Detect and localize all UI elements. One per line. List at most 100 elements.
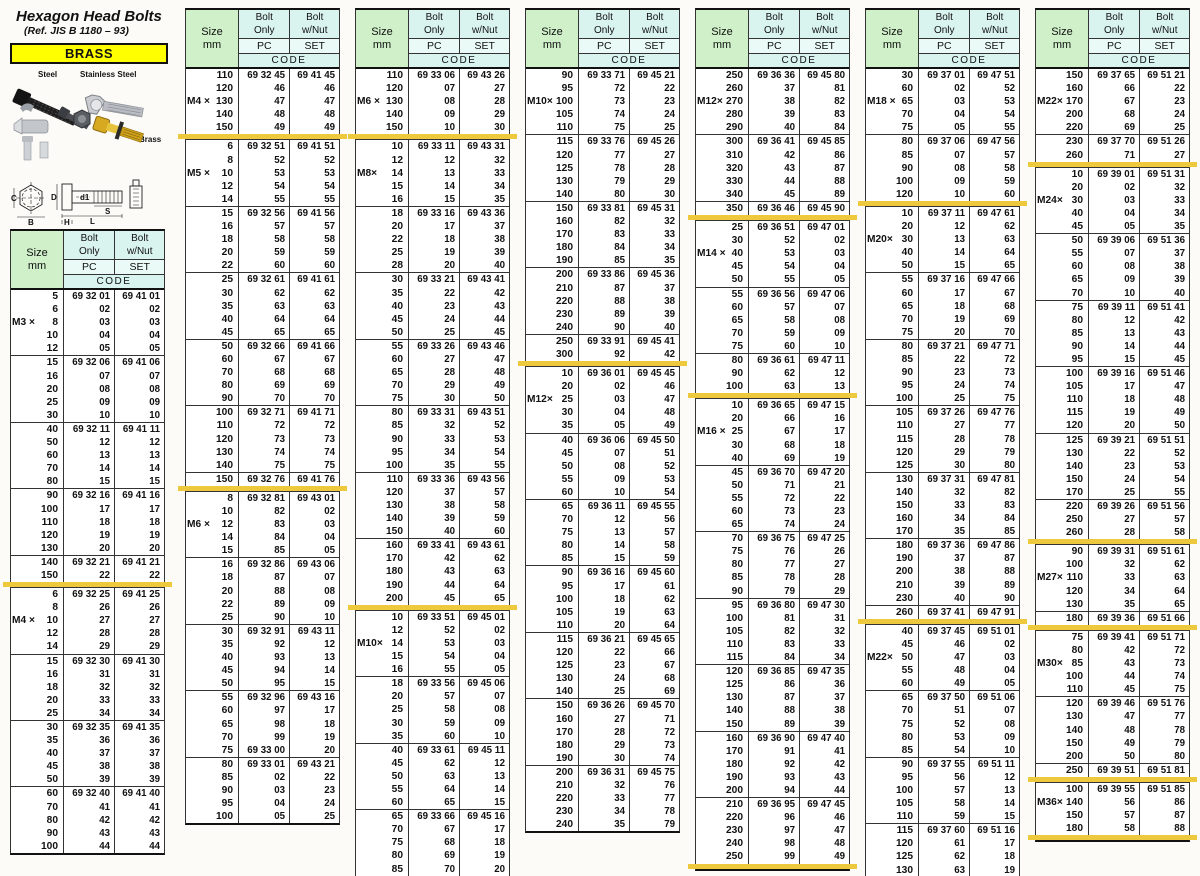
- size-block: 5 69 32 01 69 41 01 6 02 02 M3 × 8 03 03 10 04 04 12 0…: [11, 290, 164, 356]
- table-row: 65 28 48: [356, 366, 509, 380]
- table-row: 180 69 37 36 69 47 86: [866, 539, 1019, 553]
- pc-set-row: PC SET: [919, 38, 1019, 53]
- size-header-label: Size: [711, 25, 733, 38]
- table-row: 15 14 34: [356, 179, 509, 193]
- dim-label-d: D: [51, 193, 57, 202]
- pc-code-cell: 30: [918, 458, 969, 472]
- pc-code-cell: 89: [748, 717, 799, 731]
- set-code-cell: 77: [1139, 710, 1189, 724]
- pc-code-cell: 53: [918, 730, 969, 744]
- page-title: Hexagon Head Bolts: [16, 8, 162, 25]
- size-cell: 100: [726, 381, 743, 393]
- set-code-cell: 69 43 11: [289, 624, 339, 638]
- set-code-cell: 28: [629, 161, 679, 175]
- table-row: 110 20 64: [526, 618, 679, 632]
- table-row: 110 69 32 45 69 41 45: [186, 69, 339, 83]
- set-code-cell: 35: [459, 192, 509, 206]
- table-row: 110 18 18: [11, 515, 164, 529]
- code-columns-header: Bolt Only Bolt w/Nut PC SET CODE: [918, 10, 1019, 67]
- table-row: M20× 30 13 63: [866, 233, 1019, 247]
- set-code-cell: 84: [969, 512, 1019, 526]
- pc-code-cell: 38: [918, 565, 969, 579]
- size-cell: 40: [901, 247, 913, 259]
- table-row: 95 56 12: [866, 770, 1019, 784]
- pc-code-cell: 69 33 31: [408, 406, 459, 420]
- set-code-cell: 69 45 60: [629, 566, 679, 580]
- pc-code-cell: 28: [408, 366, 459, 380]
- size-cell: 100: [41, 503, 58, 515]
- set-code-cell: 69 41 51: [289, 140, 339, 154]
- pc-code-cell: 69 33 76: [578, 135, 629, 149]
- set-code-cell: 49: [289, 121, 339, 135]
- size-block: 25 69 32 61 69 41 61 30 62 62 35 63 63 40 64 64 45 65…: [186, 272, 339, 339]
- pc-code-cell: 46: [918, 637, 969, 652]
- set-code-cell: 69 51 21: [1139, 69, 1189, 83]
- size-cell: 10: [391, 611, 403, 623]
- table-row: 170 28 72: [526, 725, 679, 739]
- set-code-cell: 15: [969, 810, 1019, 824]
- set-code-cell: 69 41 16: [114, 489, 164, 503]
- size-cell: 180: [556, 242, 573, 254]
- table-row: 290 40 84: [696, 121, 849, 135]
- table-row: 40 69 36 06 69 45 50: [526, 433, 679, 447]
- pc-code-cell: 24: [578, 672, 629, 686]
- pc-code-cell: 69 36 06: [578, 433, 629, 447]
- set-code-cell: 13: [969, 783, 1019, 798]
- table-row: 95 24 74: [866, 379, 1019, 393]
- table-row: 150 22 22: [11, 568, 164, 583]
- size-cell: 110: [386, 70, 403, 81]
- pc-code-cell: 59: [748, 326, 799, 340]
- pc-code-cell: 07: [1088, 247, 1139, 261]
- pc-code-cell: 49: [238, 121, 289, 135]
- table-row: 65 69 36 11 69 45 55: [526, 500, 679, 514]
- set-code-cell: 79: [629, 818, 679, 832]
- set-code-cell: 62: [629, 592, 679, 606]
- size-cell: 50: [221, 340, 233, 352]
- table-row: 160 66 22: [1036, 82, 1189, 96]
- size-cell: 150: [556, 700, 573, 712]
- size-block: 115 69 37 60 69 51 16 120 61 17 125 62 18 130 63 19…: [866, 823, 1019, 876]
- table-row: 240 35 79: [526, 818, 679, 832]
- set-code-cell: 69 47 35: [799, 665, 849, 679]
- size-cell: 10: [221, 506, 233, 517]
- size-cell: 130: [1066, 711, 1083, 723]
- size-cell: 65: [731, 519, 743, 531]
- table-row: 125 78 28: [526, 161, 679, 175]
- set-code-cell: 69 47 81: [969, 472, 1019, 486]
- set-code-cell: 47: [1139, 380, 1189, 394]
- set-code-cell: 87: [1139, 809, 1189, 823]
- table-row: 85 78 28: [696, 571, 849, 585]
- set-code-cell: 03: [799, 247, 849, 261]
- table-row: 100 57 13: [866, 783, 1019, 798]
- bolt-wnut-line2: w/Nut: [641, 24, 668, 36]
- set-code-cell: 69 51 36: [1139, 234, 1189, 248]
- table-row: 130 87 37: [696, 691, 849, 705]
- size-cell: 40: [46, 423, 58, 435]
- size-cell: 140: [216, 459, 233, 471]
- size-cell: 85: [901, 149, 913, 161]
- size-block: 180 69 39 36 69 51 66: [1036, 610, 1189, 625]
- pc-set-row: PC SET: [749, 38, 849, 53]
- pc-code-cell: 69: [238, 379, 289, 393]
- pc-code-cell: 34: [578, 805, 629, 819]
- pc-code-cell: 69 33 81: [578, 201, 629, 216]
- bolt-only-line2: Only: [763, 24, 785, 36]
- set-code-cell: 69: [289, 379, 339, 393]
- table-row: 110 69 33 36 69 43 56: [356, 472, 509, 486]
- table-row: 25 69 36 51 69 47 01: [696, 221, 849, 235]
- size-cell: 200: [896, 566, 913, 578]
- set-code-cell: 69 41 56: [289, 206, 339, 221]
- set-code-cell: 12: [459, 756, 509, 770]
- set-code-cell: 27: [629, 148, 679, 162]
- table-row: 170 42 62: [356, 552, 509, 566]
- pc-code-cell: 13: [918, 233, 969, 247]
- set-code-cell: 12: [289, 637, 339, 652]
- bolt-with-nut-header: Bolt w/Nut: [629, 10, 679, 38]
- set-code-cell: 53: [969, 95, 1019, 109]
- set-code-cell: 13: [799, 380, 849, 394]
- table-row: 10 69 36 01 69 45 45: [526, 367, 679, 381]
- size-cell: 30: [221, 625, 233, 637]
- bolt-type-row: Bolt Only Bolt w/Nut: [1089, 10, 1189, 38]
- table-row: 70 10 40: [1036, 286, 1189, 300]
- pc-code-cell: 69 36 26: [578, 699, 629, 713]
